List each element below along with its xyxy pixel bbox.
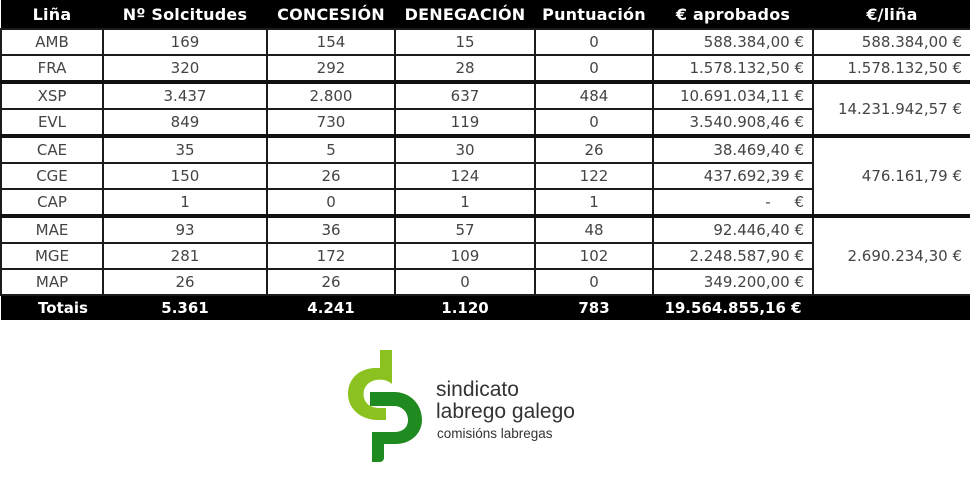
cell-solicitudes: 1 bbox=[102, 188, 268, 217]
cell-puntuacion: 0 bbox=[534, 28, 654, 56]
cell-linha: MAP bbox=[0, 268, 104, 296]
col-header-concesion: CONCESIÓN bbox=[267, 0, 395, 29]
total-aprobados: 19.564.855,16 € bbox=[653, 295, 813, 320]
cell-concesion: 172 bbox=[266, 242, 396, 270]
cell-denegacion: 0 bbox=[394, 268, 536, 296]
cell-aprobados: 38.469,40 € bbox=[652, 134, 814, 164]
cell-puntuacion: 0 bbox=[534, 54, 654, 83]
cell-solicitudes: 849 bbox=[102, 108, 268, 137]
col-header-linha: Liña bbox=[1, 0, 103, 29]
cell-aprobados: - € bbox=[652, 188, 814, 217]
cell-aprobados: 10.691.034,11 € bbox=[652, 80, 814, 110]
cell-puntuacion: 0 bbox=[534, 268, 654, 296]
cell-concesion: 0 bbox=[266, 188, 396, 217]
cell-per-linha: 14.231.942,57 € bbox=[812, 80, 970, 137]
table-row: MGE 281 172 109 102 2.248.587,90 € bbox=[0, 242, 970, 270]
total-concesion: 4.241 bbox=[267, 295, 395, 320]
cell-puntuacion: 0 bbox=[534, 108, 654, 137]
col-header-per-linha: €/liña bbox=[813, 0, 970, 29]
cell-aprobados: 92.446,40 € bbox=[652, 214, 814, 244]
cell-concesion: 2.800 bbox=[266, 80, 396, 110]
cell-solicitudes: 150 bbox=[102, 162, 268, 190]
col-header-puntuacion: Puntuación bbox=[535, 0, 653, 29]
cell-aprobados: 2.248.587,90 € bbox=[652, 242, 814, 270]
cell-denegacion: 57 bbox=[394, 214, 536, 244]
table-row: CAP 1 0 1 1 - € bbox=[0, 188, 970, 217]
header-row: Liña Nº Solcitudes CONCESIÓN DENEGACIÓN … bbox=[1, 0, 970, 29]
cell-solicitudes: 281 bbox=[102, 242, 268, 270]
cell-puntuacion: 122 bbox=[534, 162, 654, 190]
col-header-denegacion: DENEGACIÓN bbox=[395, 0, 535, 29]
cell-denegacion: 124 bbox=[394, 162, 536, 190]
cell-aprobados: 3.540.908,46 € bbox=[652, 108, 814, 137]
logo-line-2: labrego galego bbox=[436, 400, 575, 423]
cell-linha: FRA bbox=[0, 54, 104, 83]
cell-concesion: 730 bbox=[266, 108, 396, 137]
table-row: XSP 3.437 2.800 637 484 10.691.034,11 € … bbox=[0, 80, 970, 137]
total-empty bbox=[813, 295, 970, 320]
cell-concesion: 26 bbox=[266, 162, 396, 190]
table-row: FRA 320 292 28 0 1.578.132,50 € 1.578.13… bbox=[0, 54, 970, 83]
col-header-aprobados: € aprobados bbox=[653, 0, 813, 29]
table-row: AMB 169 154 15 0 588.384,00 € 588.384,00… bbox=[0, 28, 970, 56]
table-row: MAP 26 26 0 0 349.200,00 € bbox=[0, 268, 970, 296]
cell-puntuacion: 48 bbox=[534, 214, 654, 244]
slg-logo: sindicato labrego galego comisións labre… bbox=[346, 348, 596, 463]
cell-puntuacion: 102 bbox=[534, 242, 654, 270]
cell-concesion: 292 bbox=[266, 54, 396, 83]
cell-per-linha: 2.690.234,30 € bbox=[812, 214, 970, 296]
table-row: CGE 150 26 124 122 437.692,39 € bbox=[0, 162, 970, 190]
cell-solicitudes: 93 bbox=[102, 214, 268, 244]
cell-linha: EVL bbox=[0, 108, 104, 137]
cell-linha: CGE bbox=[0, 162, 104, 190]
cell-solicitudes: 320 bbox=[102, 54, 268, 83]
cell-concesion: 5 bbox=[266, 134, 396, 164]
cell-solicitudes: 35 bbox=[102, 134, 268, 164]
cell-puntuacion: 1 bbox=[534, 188, 654, 217]
table-row: EVL 849 730 119 0 3.540.908,46 € bbox=[0, 108, 970, 137]
aid-summary-table: Liña Nº Solcitudes CONCESIÓN DENEGACIÓN … bbox=[0, 0, 970, 320]
cell-denegacion: 637 bbox=[394, 80, 536, 110]
logo-line-3: comisións labregas bbox=[437, 426, 553, 441]
table-row: CAE 35 5 30 26 38.469,40 € 476.161,79 € bbox=[0, 134, 970, 217]
total-solicitudes: 5.361 bbox=[103, 295, 267, 320]
col-header-solicitudes: Nº Solcitudes bbox=[103, 0, 267, 29]
cell-aprobados: 349.200,00 € bbox=[652, 268, 814, 296]
cell-aprobados: 1.578.132,50 € bbox=[652, 54, 814, 83]
cell-concesion: 154 bbox=[266, 28, 396, 56]
cell-denegacion: 119 bbox=[394, 108, 536, 137]
cell-linha: CAP bbox=[0, 188, 104, 217]
cell-concesion: 26 bbox=[266, 268, 396, 296]
cell-solicitudes: 3.437 bbox=[102, 80, 268, 110]
cell-linha: XSP bbox=[0, 80, 104, 110]
cell-denegacion: 15 bbox=[394, 28, 536, 56]
totals-label: Totais bbox=[1, 295, 103, 320]
cell-linha: MAE bbox=[0, 214, 104, 244]
total-puntuacion: 783 bbox=[535, 295, 653, 320]
table-row: MAE 93 36 57 48 92.446,40 € 2.690.234,30… bbox=[0, 214, 970, 296]
cell-denegacion: 28 bbox=[394, 54, 536, 83]
cell-denegacion: 1 bbox=[394, 188, 536, 217]
cell-puntuacion: 26 bbox=[534, 134, 654, 164]
cell-denegacion: 30 bbox=[394, 134, 536, 164]
cell-per-linha: 476.161,79 € bbox=[812, 134, 970, 217]
slg-emblem-icon bbox=[348, 350, 422, 462]
logo-line-1: sindicato bbox=[436, 378, 519, 401]
cell-puntuacion: 484 bbox=[534, 80, 654, 110]
cell-solicitudes: 169 bbox=[102, 28, 268, 56]
cell-per-linha: 1.578.132,50 € bbox=[812, 54, 970, 83]
total-denegacion: 1.120 bbox=[395, 295, 535, 320]
cell-linha: MGE bbox=[0, 242, 104, 270]
cell-concesion: 36 bbox=[266, 214, 396, 244]
cell-linha: AMB bbox=[0, 28, 104, 56]
cell-per-linha: 588.384,00 € bbox=[812, 28, 970, 56]
cell-aprobados: 437.692,39 € bbox=[652, 162, 814, 190]
cell-denegacion: 109 bbox=[394, 242, 536, 270]
totals-row: Totais 5.361 4.241 1.120 783 19.564.855,… bbox=[1, 295, 970, 320]
cell-solicitudes: 26 bbox=[102, 268, 268, 296]
cell-linha: CAE bbox=[0, 134, 104, 164]
cell-aprobados: 588.384,00 € bbox=[652, 28, 814, 56]
